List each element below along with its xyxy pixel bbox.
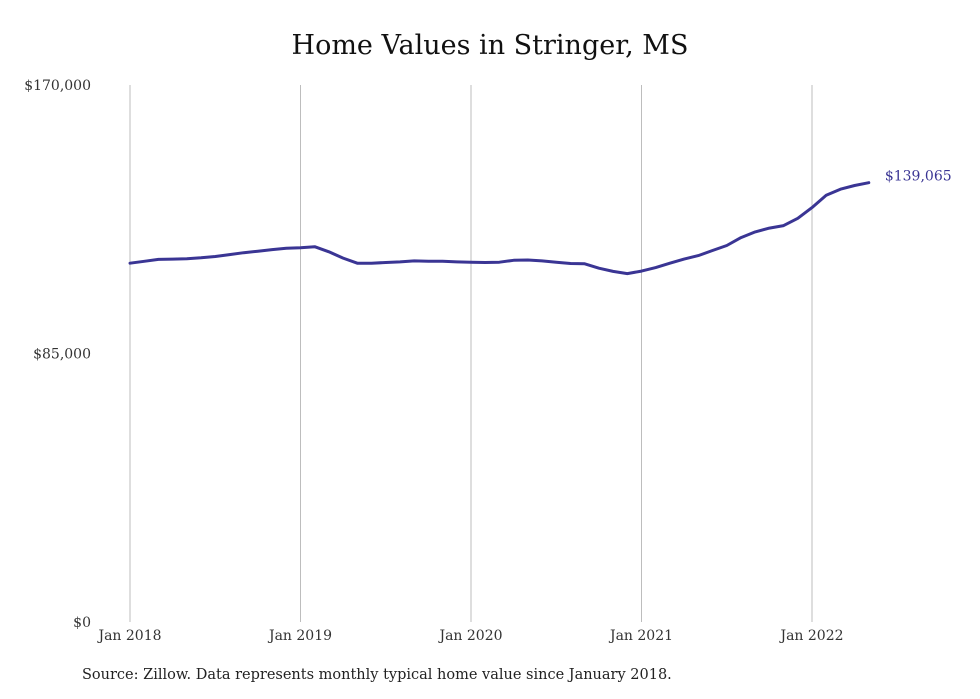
x-tick-label: Jan 2021 — [608, 628, 673, 644]
chart-title: Home Values in Stringer, MS — [291, 30, 689, 61]
end-value-label: $139,065 — [885, 169, 952, 185]
y-axis-ticks: $0 $85,000 $170,000 — [24, 78, 91, 631]
source-note: Source: Zillow. Data represents monthly … — [82, 667, 672, 683]
series-layer — [128, 181, 871, 276]
x-tick-label: Jan 2022 — [778, 628, 843, 644]
x-tick-label: Jan 2019 — [267, 628, 332, 644]
end-label-layer: $139,065 — [885, 169, 952, 185]
y-tick-label: $170,000 — [24, 78, 91, 94]
y-tick-label: $0 — [73, 615, 91, 631]
x-tick-label: Jan 2020 — [437, 628, 502, 644]
gridlines — [129, 85, 813, 622]
y-tick-label: $85,000 — [33, 347, 91, 363]
series-line — [128, 181, 871, 276]
x-tick-label: Jan 2018 — [96, 628, 161, 644]
x-axis-ticks: Jan 2018 Jan 2019 Jan 2020 Jan 2021 Jan 2022 — [96, 628, 843, 644]
